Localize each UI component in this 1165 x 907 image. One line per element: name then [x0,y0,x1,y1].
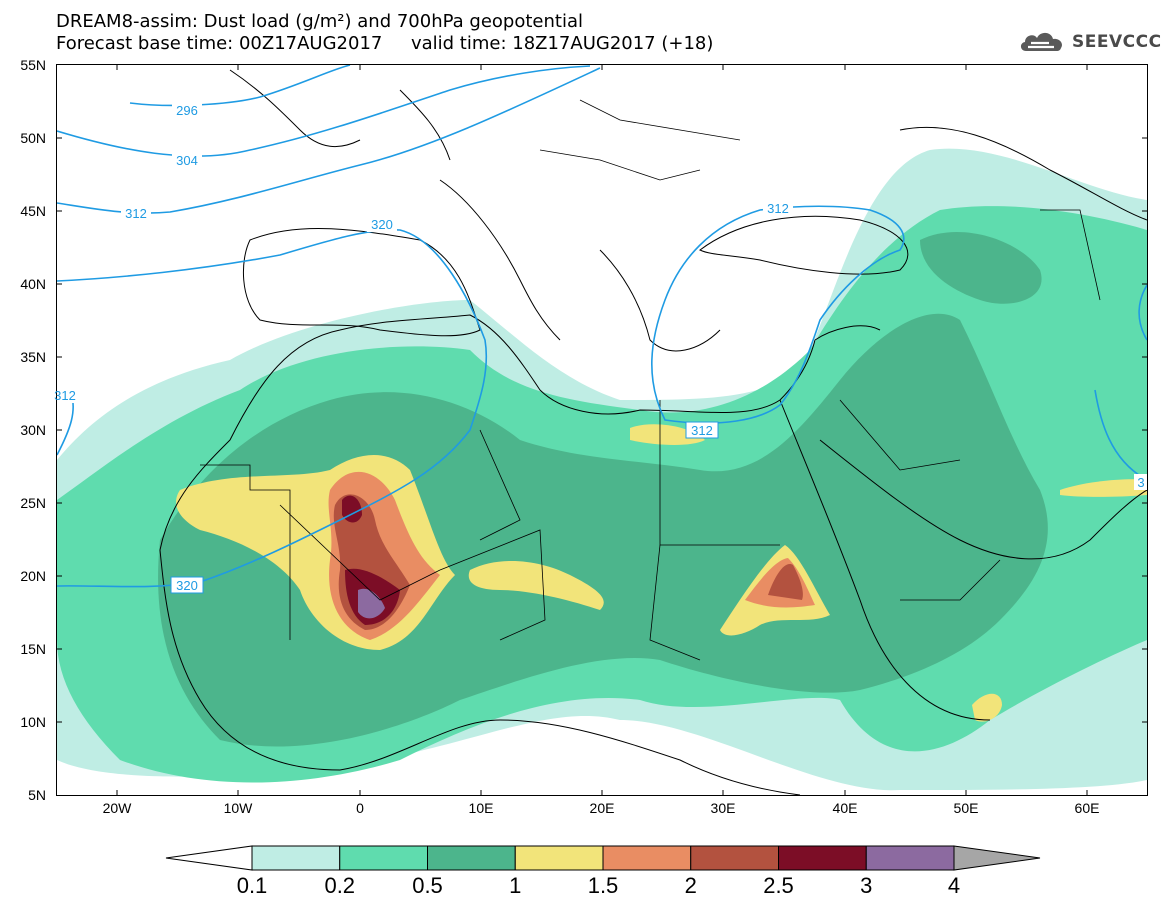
contour-320 [57,228,488,588]
country-borders [200,99,1101,661]
lat-tick-label: 45N [20,203,46,219]
colorbar-swatch [602,845,692,871]
lon-tick-label: 40E [833,800,858,816]
lon-tick-label: 60E [1075,800,1100,816]
lat-tick-label: 50N [20,130,46,146]
contour-label: 320 [367,216,397,232]
lon-tick-label: 0 [356,800,364,816]
contour-label-296: 296 [176,103,198,118]
contour-label-312-egypt: 312 [691,423,713,438]
contour-label: 304 [172,152,202,168]
lon-tick-label: 30E [711,800,736,816]
contour-label-304: 304 [176,153,198,168]
seevccc-logo: SEEVCCC [1018,26,1162,58]
lat-tick-label: 15N [20,641,46,657]
lat-axis: 55N 50N 45N 40N 35N 30N 25N 20N 15N 10N … [20,57,46,803]
colorbar-label: 1.5 [588,873,619,898]
contour-3-east [1094,389,1147,481]
contour-label: 312 [121,205,151,221]
colorbar-low-arrow [165,845,253,871]
lat-tick-label: 25N [20,495,46,511]
dust-level-2-area [768,564,803,600]
colorbar-label: 3 [860,873,872,898]
contour-label: 312 [763,200,793,216]
colorbar-swatch [427,845,516,871]
colorbar-swatch [690,845,779,871]
colorbar-label: 0.1 [237,873,268,898]
dust-fields [57,148,1147,791]
dust-level-1-area [1060,479,1147,497]
contour-312-far-east [1138,284,1147,341]
contour-312-west [57,67,601,214]
colorbar: 0.1 0.2 0.5 1 1.5 2 2.5 3 4 [165,845,1041,898]
contour-labels: 296 304 312 320 312 312 320 312 [54,102,1147,594]
colorbar-label: 0.5 [412,873,443,898]
logo-text: SEEVCCC [1072,32,1162,52]
colorbar-label: 0.2 [324,873,355,898]
contour-label: 296 [172,102,202,118]
contour-label-20-edge: 312 [54,388,76,403]
lon-tick-label: 20E [590,800,615,816]
colorbar-high-arrow [953,845,1041,871]
lon-tick-label: 20W [103,800,133,816]
colorbar-swatch [778,845,867,871]
contour-label: 312 [54,387,77,403]
contour-label-312-east: 312 [767,201,789,216]
lon-tick-label: 50E [954,800,979,816]
lat-tick-label: 40N [20,276,46,292]
colorbar-swatch [865,845,955,871]
contour-label: 312 [685,421,719,439]
lon-axis: 20W 10W 0 10E 20E 30E 40E 50E 60E [103,800,1100,816]
lat-tick-label: 5N [28,787,46,803]
lat-tick-label: 20N [20,568,46,584]
lat-tick-label: 10N [20,714,46,730]
contour-label-320-west: 320 [176,578,198,593]
contour-label: 320 [170,576,204,594]
dust-level-0.5-area [920,231,1042,304]
contour-304 [57,65,591,157]
contour-296 [129,65,351,107]
lat-tick-label: 35N [20,349,46,365]
contour-label-320: 320 [371,217,393,232]
colorbar-label: 2.5 [763,873,794,898]
dust-level-1-area [468,560,604,610]
lat-tick-label: 55N [20,57,46,73]
forecast-times: Forecast base time: 00Z17AUG2017 valid t… [56,33,714,54]
tick-marks [56,64,1148,796]
lat-tick-label: 30N [20,422,46,438]
colorbar-swatch [251,845,341,871]
contour-label: 3 [1134,474,1147,490]
colorbar-swatch [514,845,604,871]
contour-312-east [651,205,905,424]
lon-tick-label: 10W [224,800,254,816]
colorbar-label: 4 [948,873,960,898]
contour-label-312: 312 [125,206,147,221]
colorbar-label: 1 [509,873,521,898]
cloud-icon [1020,32,1063,51]
dust-level-1-area [972,693,1002,722]
map-title: DREAM8-assim: Dust load (g/m²) and 700hP… [56,11,583,32]
dust-level-3-area [358,588,385,619]
colorbar-swatch [339,845,428,871]
contour-label-3-edge: 3 [1137,475,1144,490]
colorbar-label: 2 [685,873,697,898]
lon-tick-label: 10E [469,800,494,816]
